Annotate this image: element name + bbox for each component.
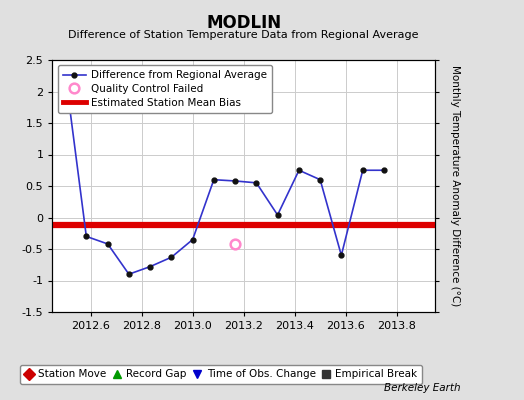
Text: Berkeley Earth: Berkeley Earth <box>385 383 461 393</box>
Text: Difference of Station Temperature Data from Regional Average: Difference of Station Temperature Data f… <box>69 30 419 40</box>
Legend: Station Move, Record Gap, Time of Obs. Change, Empirical Break: Station Move, Record Gap, Time of Obs. C… <box>20 365 422 384</box>
Text: MODLIN: MODLIN <box>206 14 281 32</box>
Y-axis label: Monthly Temperature Anomaly Difference (°C): Monthly Temperature Anomaly Difference (… <box>450 65 460 307</box>
